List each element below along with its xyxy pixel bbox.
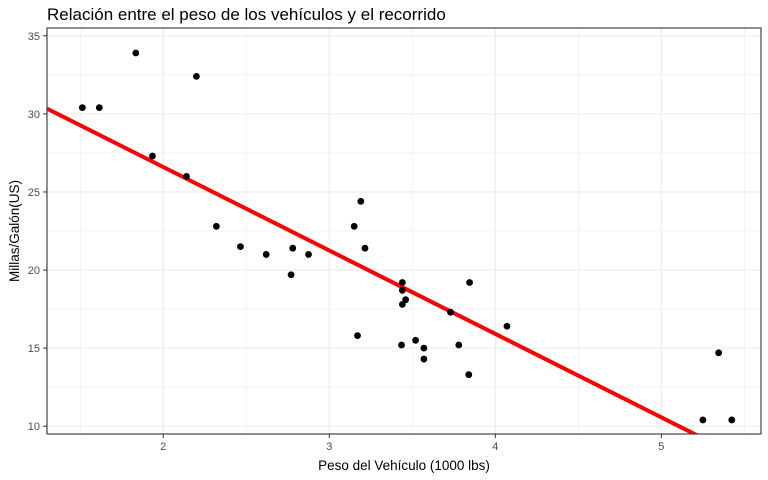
y-tick-label: 20 — [28, 265, 40, 277]
data-point — [132, 49, 140, 57]
x-tick-label: 3 — [326, 441, 332, 453]
data-point — [699, 416, 707, 424]
data-point — [420, 355, 428, 363]
points-layer — [78, 49, 736, 424]
data-point — [305, 251, 312, 258]
data-point — [149, 152, 156, 160]
data-point — [183, 172, 190, 180]
ticks-layer: 2 3 4 5 10 15 20 25 30 35 — [28, 31, 665, 453]
y-tick-label: 10 — [28, 421, 40, 433]
data-point — [78, 104, 86, 112]
data-point — [447, 308, 454, 316]
data-point — [354, 332, 361, 340]
data-point — [503, 322, 511, 330]
chart-title: Relación entre el peso de los vehículos … — [47, 5, 446, 24]
data-point — [95, 104, 103, 112]
y-tick-label: 35 — [28, 31, 40, 43]
data-point — [287, 271, 295, 279]
x-tick-label: 4 — [492, 441, 498, 453]
data-point — [237, 243, 244, 251]
y-tick-label: 30 — [28, 109, 40, 121]
data-point — [715, 349, 723, 357]
data-point — [398, 279, 406, 286]
x-tick-label: 2 — [160, 441, 166, 453]
grid-layer — [47, 28, 761, 434]
data-point — [412, 336, 420, 344]
data-point — [420, 344, 428, 352]
data-point — [357, 197, 365, 205]
data-point — [455, 341, 463, 349]
x-tick-label: 5 — [658, 441, 664, 453]
data-point — [289, 244, 297, 252]
x-axis-title: Peso del Vehículo (1000 lbs) — [318, 458, 490, 473]
data-point — [361, 244, 369, 252]
y-tick-label: 25 — [28, 187, 40, 199]
y-axis-title: Millas/Galón(US) — [7, 180, 22, 282]
panel-border — [46, 27, 762, 435]
data-point — [212, 222, 220, 230]
data-point — [465, 371, 473, 379]
data-point — [262, 251, 270, 258]
data-point — [728, 416, 736, 424]
data-point — [193, 73, 200, 80]
data-point — [466, 279, 473, 286]
data-point — [398, 286, 406, 294]
data-point — [398, 341, 405, 349]
data-point — [350, 222, 358, 230]
y-tick-label: 15 — [28, 343, 40, 355]
data-point — [398, 300, 406, 308]
